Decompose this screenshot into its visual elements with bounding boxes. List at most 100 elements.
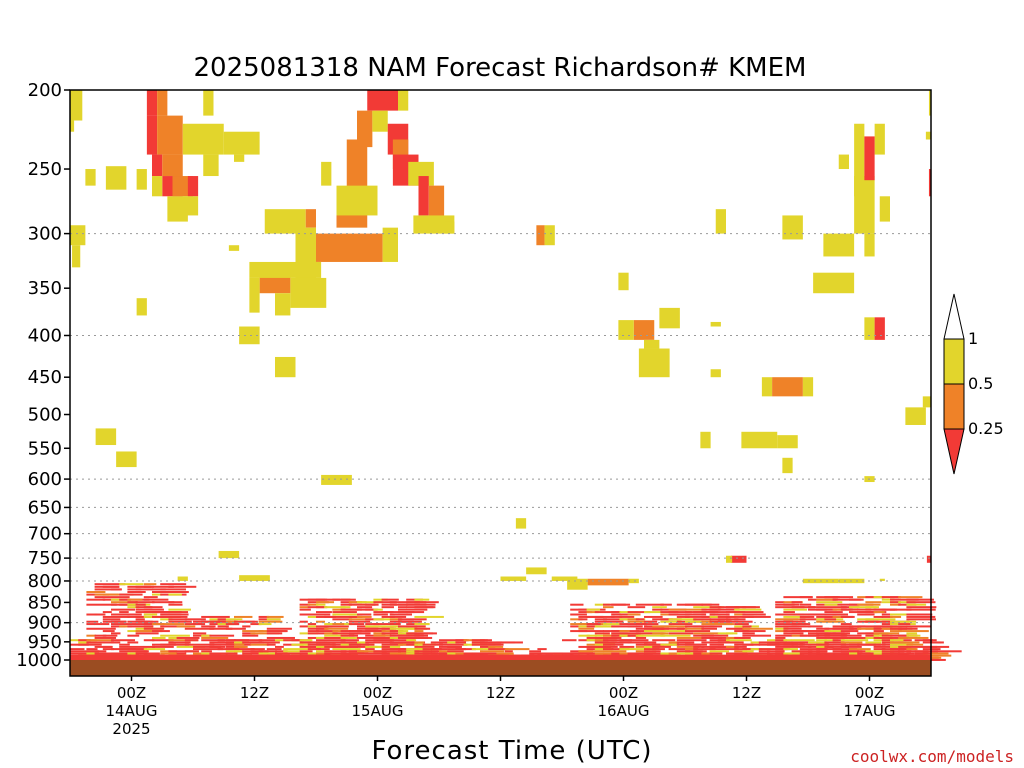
ri-cell-low — [799, 603, 812, 606]
ri-cell-low — [299, 643, 309, 646]
ri-cell-low — [414, 606, 436, 609]
ri-cell-low — [594, 652, 623, 655]
ri-cell-low — [348, 645, 378, 648]
ri-cell-low — [906, 634, 921, 637]
ri-cell-low — [783, 625, 800, 628]
ri-cell-low — [857, 613, 875, 616]
ri-cell-low — [775, 613, 805, 616]
ri-cell-low — [324, 615, 334, 618]
ri-cell-low — [824, 630, 842, 633]
ri-cell — [726, 555, 733, 563]
ri-cell-low — [922, 654, 952, 657]
ri-cell-low — [299, 620, 308, 623]
ri-cell-low — [357, 601, 384, 604]
ri-cell-low — [299, 639, 313, 642]
ri-cell-low — [799, 596, 813, 599]
ri-cell-low — [890, 603, 901, 606]
ri-cell-low — [906, 643, 924, 646]
ri-cell-low — [808, 641, 829, 644]
y-tick-label: 600 — [28, 469, 62, 490]
ri-cell-low — [225, 648, 235, 651]
ri-cell — [879, 578, 885, 581]
ri-cell-low — [160, 591, 189, 594]
ri-cell-low — [168, 641, 191, 644]
ri-cell-low — [152, 645, 174, 648]
ri-cell-low — [816, 645, 828, 648]
ri-cell-low — [717, 632, 734, 635]
ri-cell-low — [307, 625, 317, 628]
ri-cell-low — [250, 648, 265, 651]
ri-cell-low — [225, 652, 238, 655]
ri-cell-low — [496, 652, 514, 655]
ri-cell-low — [906, 615, 936, 618]
ri-cell-low — [143, 648, 166, 651]
ri-cell-low — [931, 652, 949, 655]
ri-cell — [526, 567, 547, 575]
ri-cell-low — [373, 601, 397, 604]
ri-cell — [346, 139, 368, 190]
ri-cell-low — [717, 620, 732, 623]
ri-cell-low — [168, 623, 185, 626]
ri-cell-low — [152, 601, 175, 604]
ri-cell-low — [799, 650, 813, 653]
ri-cell — [70, 225, 86, 246]
ri-cell-low — [316, 601, 335, 604]
x-tick-label: 14AUG — [106, 702, 158, 720]
ri-cell-low — [693, 625, 704, 628]
ri-cell-low — [873, 611, 885, 614]
ri-cell-low — [381, 645, 390, 648]
ri-cell-low — [726, 611, 736, 614]
ri-cell-low — [578, 618, 588, 621]
ri-cell-low — [693, 618, 712, 621]
ri-cell-low — [480, 652, 494, 655]
ri-cell-low — [808, 625, 823, 628]
colorbar-bottom-arrow — [943, 428, 965, 475]
ri-cell — [854, 123, 865, 197]
ri-cell-low — [152, 636, 166, 639]
ri-cell — [372, 110, 388, 132]
ri-cell — [239, 575, 270, 581]
ri-cell-low — [873, 643, 886, 646]
ri-cell — [275, 356, 296, 378]
ri-cell-low — [471, 648, 483, 651]
ri-cell — [105, 166, 127, 190]
ri-cell-low — [726, 639, 752, 642]
ri-cell-low — [480, 650, 504, 653]
ri-cell-low — [193, 645, 222, 648]
ri-cell-low — [193, 634, 210, 637]
ri-cell-low — [332, 645, 349, 648]
ri-cell — [321, 161, 332, 186]
ri-cell-low — [119, 650, 148, 653]
ri-cell-low — [283, 648, 312, 651]
ri-cell-low — [168, 618, 188, 621]
ri-cell-low — [816, 606, 847, 609]
ri-cell — [500, 576, 527, 581]
ri-cell-low — [414, 627, 431, 630]
ri-cell-low — [119, 643, 130, 646]
ri-cell-low — [685, 630, 711, 633]
ri-cell — [659, 307, 680, 329]
ri-cell-low — [406, 643, 418, 646]
ri-cell-low — [906, 608, 936, 611]
ri-cell-low — [783, 618, 799, 621]
ri-cell-low — [447, 645, 462, 648]
ri-cell-low — [160, 613, 189, 616]
ri-cell-low — [594, 620, 624, 623]
ri-cell-low — [135, 618, 145, 621]
ri-cell-low — [857, 650, 871, 653]
ri-cell-low — [275, 652, 290, 655]
ri-cell-low — [111, 652, 142, 655]
y-tick-label: 400 — [28, 325, 62, 346]
ri-cell-low — [799, 652, 812, 655]
ri-cell — [772, 377, 803, 397]
ri-cell-low — [791, 630, 806, 633]
ri-cell-low — [644, 652, 666, 655]
ri-cell-low — [209, 627, 233, 630]
ri-cell-low — [94, 596, 104, 599]
ri-cell-low — [603, 643, 624, 646]
ri-cell-low — [414, 601, 439, 604]
ri-cell-low — [586, 611, 599, 614]
ri-cell-low — [381, 611, 393, 614]
ri-cell-low — [266, 648, 282, 651]
y-tick-label: 950 — [28, 632, 62, 653]
